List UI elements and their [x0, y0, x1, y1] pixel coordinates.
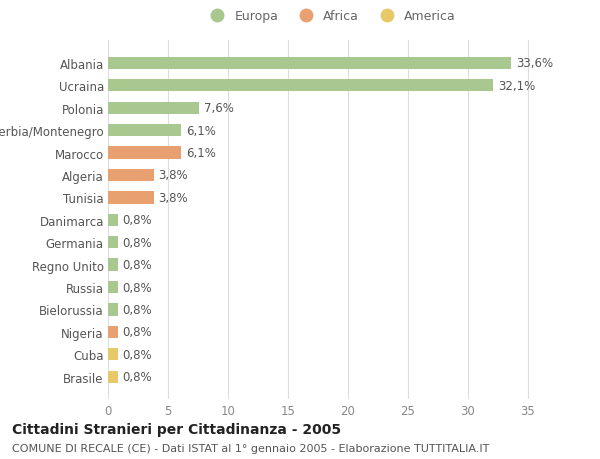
Text: 32,1%: 32,1% [498, 79, 535, 93]
Bar [108, 192, 154, 204]
Text: 3,8%: 3,8% [158, 191, 188, 204]
Text: 0,8%: 0,8% [122, 326, 152, 339]
Text: COMUNE DI RECALE (CE) - Dati ISTAT al 1° gennaio 2005 - Elaborazione TUTTITALIA.: COMUNE DI RECALE (CE) - Dati ISTAT al 1°… [12, 443, 490, 453]
Text: 7,6%: 7,6% [204, 102, 234, 115]
Legend: Europa, Africa, America: Europa, Africa, America [199, 5, 461, 28]
Bar [108, 214, 118, 226]
Text: 6,1%: 6,1% [186, 124, 216, 137]
Bar [108, 147, 181, 159]
Bar [108, 259, 118, 271]
Bar [108, 80, 493, 92]
Text: 0,8%: 0,8% [122, 370, 152, 383]
Text: Cittadini Stranieri per Cittadinanza - 2005: Cittadini Stranieri per Cittadinanza - 2… [12, 422, 341, 436]
Text: 0,8%: 0,8% [122, 348, 152, 361]
Bar [108, 125, 181, 137]
Bar [108, 371, 118, 383]
Bar [108, 169, 154, 182]
Text: 0,8%: 0,8% [122, 303, 152, 316]
Bar [108, 102, 199, 115]
Text: 33,6%: 33,6% [516, 57, 553, 70]
Text: 0,8%: 0,8% [122, 258, 152, 272]
Bar [108, 348, 118, 361]
Bar [108, 326, 118, 338]
Bar [108, 281, 118, 294]
Text: 6,1%: 6,1% [186, 147, 216, 160]
Text: 0,8%: 0,8% [122, 281, 152, 294]
Bar [108, 57, 511, 70]
Text: 0,8%: 0,8% [122, 214, 152, 227]
Bar [108, 236, 118, 249]
Text: 3,8%: 3,8% [158, 169, 188, 182]
Bar [108, 304, 118, 316]
Text: 0,8%: 0,8% [122, 236, 152, 249]
